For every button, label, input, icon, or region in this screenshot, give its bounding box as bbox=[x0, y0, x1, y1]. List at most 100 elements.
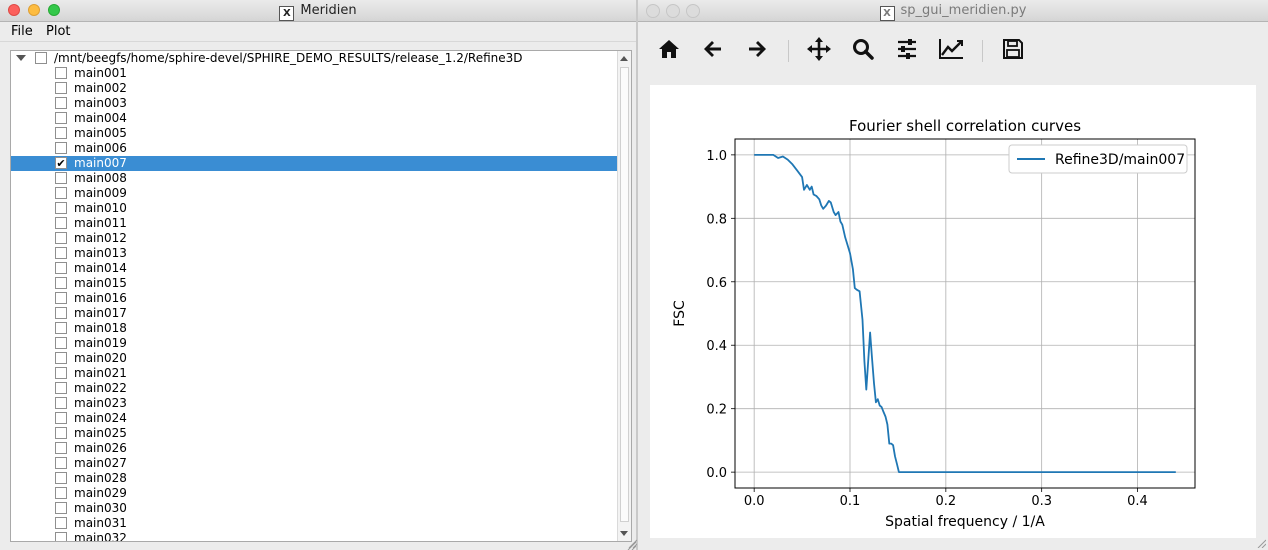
close-window-button[interactable] bbox=[646, 4, 660, 18]
tree-item-checkbox[interactable] bbox=[55, 517, 67, 529]
tree-item-checkbox[interactable] bbox=[55, 427, 67, 439]
tree-item-checkbox[interactable] bbox=[55, 352, 67, 364]
tree-item-row[interactable]: main014 bbox=[11, 261, 617, 276]
configure-subplots-icon[interactable] bbox=[892, 34, 922, 64]
back-arrow-icon[interactable] bbox=[698, 34, 728, 64]
tree-root-row[interactable]: /mnt/beegfs/home/sphire-devel/SPHIRE_DEM… bbox=[11, 51, 617, 66]
tree-item-checkbox[interactable] bbox=[55, 97, 67, 109]
tree-item-row[interactable]: main008 bbox=[11, 171, 617, 186]
tree-item-checkbox[interactable] bbox=[55, 202, 67, 214]
close-window-button[interactable] bbox=[8, 4, 20, 16]
tree-item-row[interactable]: main032 bbox=[11, 531, 617, 541]
tree-item-checkbox[interactable] bbox=[55, 82, 67, 94]
tree-item-checkbox[interactable] bbox=[55, 277, 67, 289]
tree-item-row[interactable]: ✔ main007 bbox=[11, 156, 617, 171]
root-checkbox[interactable] bbox=[35, 52, 47, 64]
tree-item-row[interactable]: main015 bbox=[11, 276, 617, 291]
menu-plot[interactable]: Plot bbox=[46, 24, 71, 39]
minimize-window-button[interactable] bbox=[666, 4, 680, 18]
tree-item-row[interactable]: main017 bbox=[11, 306, 617, 321]
scroll-up-arrow-icon[interactable] bbox=[620, 56, 628, 61]
x11-app-icon: X bbox=[879, 6, 895, 21]
tree-item-checkbox[interactable] bbox=[55, 127, 67, 139]
tree-item-row[interactable]: main025 bbox=[11, 426, 617, 441]
tree-item-row[interactable]: main011 bbox=[11, 216, 617, 231]
tree-item-row[interactable]: main001 bbox=[11, 66, 617, 81]
forward-arrow-icon[interactable] bbox=[742, 34, 772, 64]
tree-item-row[interactable]: main020 bbox=[11, 351, 617, 366]
tree-item-row[interactable]: main021 bbox=[11, 366, 617, 381]
tree-item-row[interactable]: main026 bbox=[11, 441, 617, 456]
tree-item-checkbox[interactable] bbox=[55, 487, 67, 499]
tree-item-row[interactable]: main018 bbox=[11, 321, 617, 336]
tree-item-row[interactable]: main023 bbox=[11, 396, 617, 411]
resize-grip-icon[interactable] bbox=[627, 538, 637, 548]
tree-item-checkbox[interactable] bbox=[55, 322, 67, 334]
save-floppy-icon[interactable] bbox=[998, 34, 1028, 64]
home-icon[interactable] bbox=[654, 34, 684, 64]
tree-item-checkbox[interactable] bbox=[55, 382, 67, 394]
results-tree[interactable]: /mnt/beegfs/home/sphire-devel/SPHIRE_DEM… bbox=[10, 50, 632, 542]
tree-item-row[interactable]: main006 bbox=[11, 141, 617, 156]
window-title: X Meridien bbox=[0, 3, 636, 21]
tree-item-checkbox[interactable] bbox=[55, 472, 67, 484]
tree-item-row[interactable]: main029 bbox=[11, 486, 617, 501]
pan-move-icon[interactable] bbox=[804, 34, 834, 64]
tree-item-checkbox[interactable] bbox=[55, 262, 67, 274]
tree-item-checkbox[interactable] bbox=[55, 112, 67, 124]
tree-item-row[interactable]: main009 bbox=[11, 186, 617, 201]
tree-item-row[interactable]: main024 bbox=[11, 411, 617, 426]
resize-grip-icon[interactable] bbox=[1256, 538, 1266, 548]
tree-item-row[interactable]: main022 bbox=[11, 381, 617, 396]
maximize-window-button[interactable] bbox=[48, 4, 60, 16]
tree-item-checkbox[interactable] bbox=[55, 67, 67, 79]
tree-item-label: main011 bbox=[74, 216, 127, 230]
tree-item-checkbox[interactable] bbox=[55, 247, 67, 259]
tree-item-row[interactable]: main010 bbox=[11, 201, 617, 216]
zoom-magnifier-icon[interactable] bbox=[848, 34, 878, 64]
tree-item-row[interactable]: main031 bbox=[11, 516, 617, 531]
x11-app-icon: X bbox=[279, 6, 295, 21]
tree-item-checkbox[interactable] bbox=[55, 172, 67, 184]
y-tick-label: 0.2 bbox=[706, 403, 727, 418]
tree-item-row[interactable]: main004 bbox=[11, 111, 617, 126]
tree-item-checkbox[interactable] bbox=[55, 412, 67, 424]
tree-item-checkbox[interactable] bbox=[55, 232, 67, 244]
tree-item-row[interactable]: main002 bbox=[11, 81, 617, 96]
edit-axis-curve-icon[interactable] bbox=[936, 34, 966, 64]
tree-item-checkbox[interactable] bbox=[55, 367, 67, 379]
tree-item-row[interactable]: main019 bbox=[11, 336, 617, 351]
tree-item-row[interactable]: main027 bbox=[11, 456, 617, 471]
tree-item-checkbox[interactable] bbox=[55, 532, 67, 541]
tree-item-checkbox[interactable] bbox=[55, 187, 67, 199]
tree-item-checkbox[interactable] bbox=[55, 442, 67, 454]
menu-file[interactable]: File bbox=[11, 24, 33, 39]
tree-item-row[interactable]: main028 bbox=[11, 471, 617, 486]
tree-item-checkbox[interactable] bbox=[55, 142, 67, 154]
scrollbar-thumb[interactable] bbox=[620, 67, 629, 522]
tree-item-row[interactable]: main012 bbox=[11, 231, 617, 246]
tree-item-row[interactable]: main016 bbox=[11, 291, 617, 306]
minimize-window-button[interactable] bbox=[28, 4, 40, 16]
tree-vertical-scrollbar[interactable] bbox=[617, 51, 631, 541]
maximize-window-button[interactable] bbox=[686, 4, 700, 18]
tree-item-row[interactable]: main030 bbox=[11, 501, 617, 516]
tree-item-checkbox[interactable] bbox=[55, 337, 67, 349]
resize-grip-icon[interactable] bbox=[626, 540, 636, 550]
tree-item-row[interactable]: main013 bbox=[11, 246, 617, 261]
collapse-arrow-icon[interactable] bbox=[16, 55, 26, 61]
tree-item-label: main018 bbox=[74, 321, 127, 335]
tree-item-row[interactable]: main003 bbox=[11, 96, 617, 111]
tree-item-label: main004 bbox=[74, 111, 127, 125]
tree-item-checkbox[interactable] bbox=[55, 217, 67, 229]
plot-canvas[interactable]: 0.0 0.1 0.2 0.3 0.4 0.0 0.2 0.4 0.6 0.8 1.0 Fourier… bbox=[650, 85, 1256, 538]
tree-item-checkbox[interactable] bbox=[55, 397, 67, 409]
tree-item-checkbox[interactable] bbox=[55, 457, 67, 469]
tree-item-checkbox[interactable] bbox=[55, 307, 67, 319]
tree-item-checkbox[interactable] bbox=[55, 292, 67, 304]
tree-item-checkbox[interactable] bbox=[55, 502, 67, 514]
tree-item-checkbox[interactable]: ✔ bbox=[55, 157, 67, 170]
tree-item-row[interactable]: main005 bbox=[11, 126, 617, 141]
scroll-down-arrow-icon[interactable] bbox=[620, 531, 628, 536]
